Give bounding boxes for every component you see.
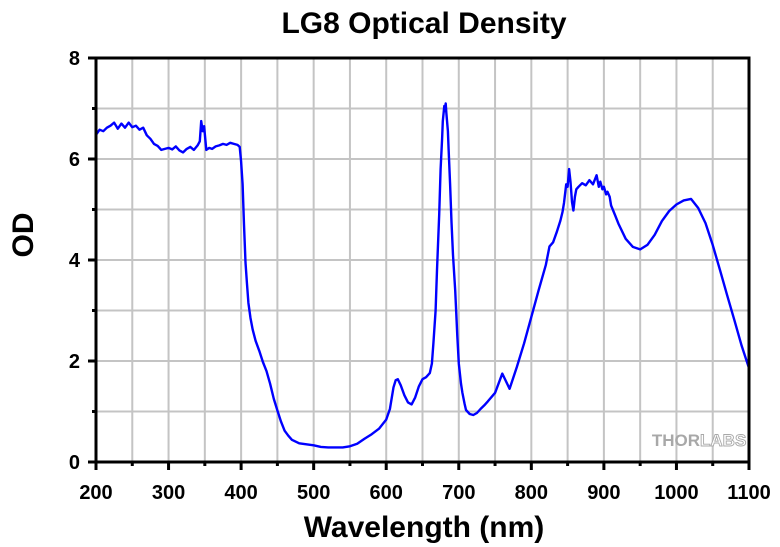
x-tick-label: 800 <box>515 482 548 504</box>
series-line <box>95 102 751 449</box>
x-tick-label: 400 <box>224 482 257 504</box>
y-tick-label: 2 <box>69 351 80 373</box>
axis-ticks <box>88 56 751 470</box>
grid <box>96 58 749 462</box>
y-axis-label: OD <box>7 213 40 258</box>
x-tick-label: 300 <box>152 482 185 504</box>
x-tick-label: 1000 <box>654 482 699 504</box>
y-tick-label: 4 <box>69 250 81 272</box>
watermark-solid-text: THOR <box>652 431 700 450</box>
x-tick-label: 600 <box>370 482 403 504</box>
x-tick-label: 200 <box>79 482 112 504</box>
x-tick-label: 1100 <box>727 482 770 504</box>
thorlabs-watermark: THOR LABS <box>652 431 747 451</box>
x-tick-label: 500 <box>297 482 330 504</box>
x-tick-label: 900 <box>587 482 620 504</box>
y-tick-label: 0 <box>69 452 80 474</box>
y-tick-label: 6 <box>69 149 80 171</box>
series-group <box>95 102 751 449</box>
chart-title: LG8 Optical Density <box>281 7 566 40</box>
x-axis-label: Wavelength (nm) <box>304 511 545 544</box>
y-tick-label: 8 <box>69 48 80 70</box>
watermark-outline-text: LABS <box>700 431 746 450</box>
x-tick-labels: 200 300 400 500 600 700 800 900 1000 1100 <box>79 482 770 504</box>
y-tick-labels: 0 2 4 6 8 <box>69 48 81 474</box>
x-tick-label: 700 <box>442 482 475 504</box>
